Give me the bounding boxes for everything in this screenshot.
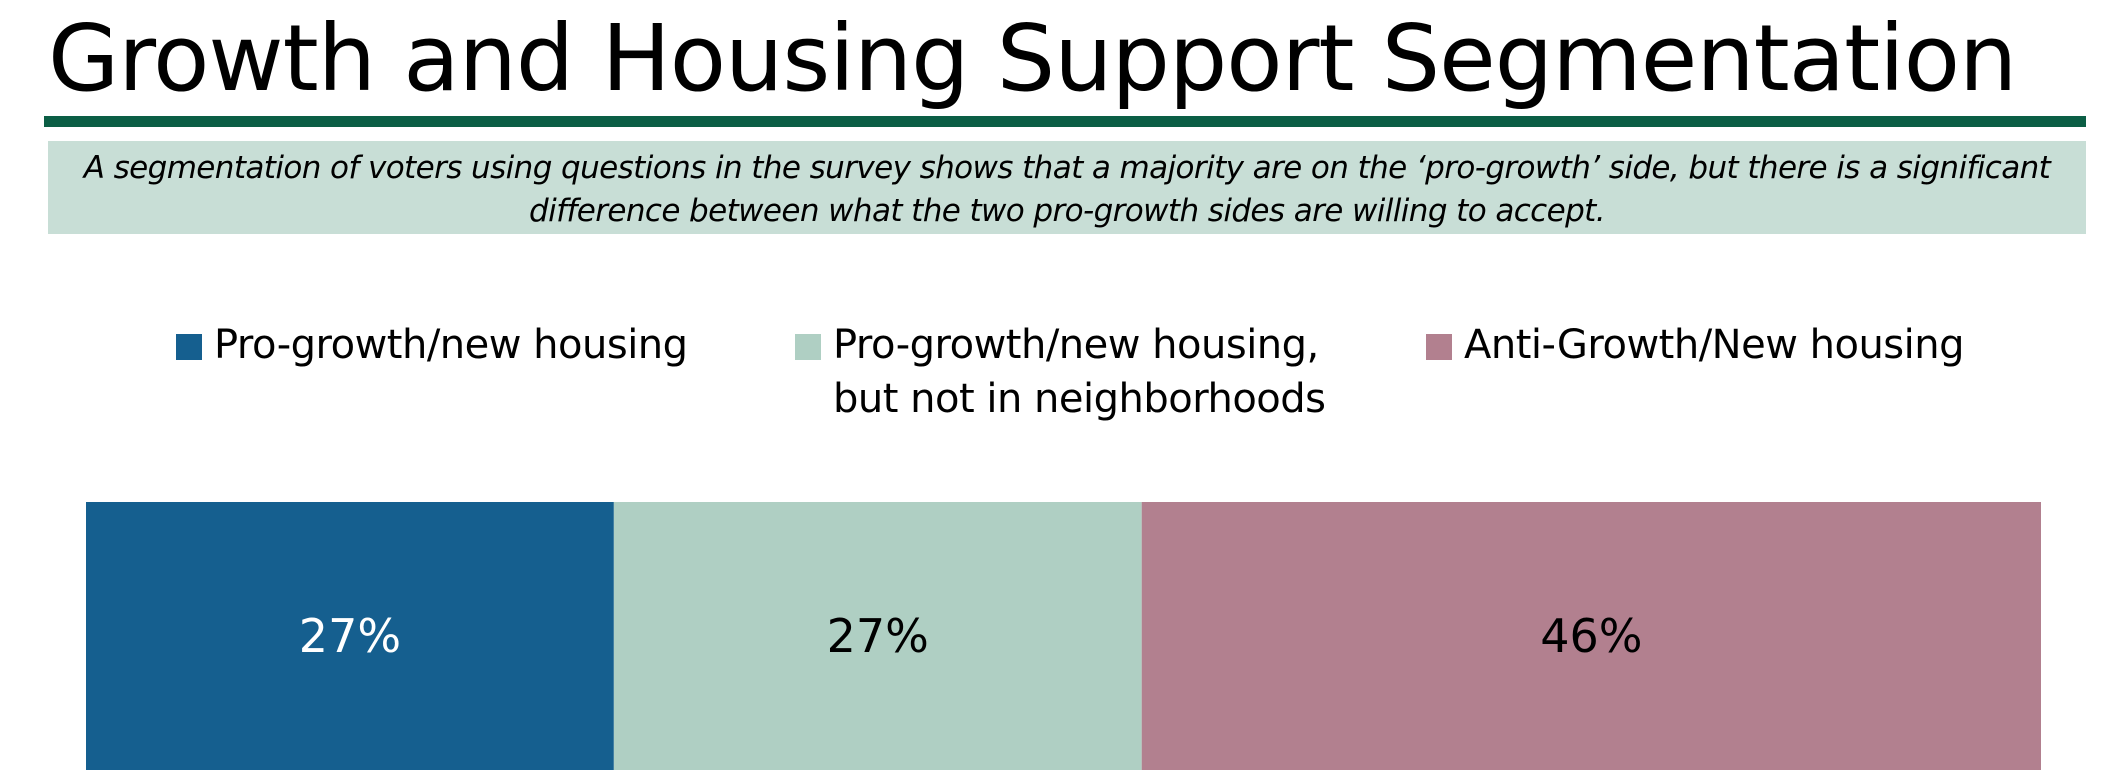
legend-label-pro-growth-not-neighborhoods: Pro-growth/new housing, but not in neigh…	[833, 322, 1326, 422]
data-label-pro-growth-not-neighborhoods: 27%	[827, 609, 929, 663]
subtitle-callout: A segmentation of voters using questions…	[48, 141, 2086, 234]
legend-swatch-pro-growth-not-neighborhoods	[795, 334, 821, 360]
legend-label-pro-growth: Pro-growth/new housing	[214, 322, 688, 368]
chart-legend: Pro-growth/new housing Pro-growth/new ho…	[0, 318, 2128, 428]
legend-label-anti-growth: Anti-Growth/New housing	[1464, 322, 1965, 368]
bar-segment-pro-growth-not-neighborhoods	[613, 502, 1142, 770]
legend-item-pro-growth: Pro-growth/new housing	[176, 318, 688, 372]
title-divider	[44, 116, 2086, 127]
data-label-anti-growth: 46%	[1540, 609, 1642, 663]
stacked-bar-svg: 27% 27% 46%	[86, 502, 2041, 770]
data-label-pro-growth: 27%	[299, 609, 401, 663]
stacked-bar-chart: 27% 27% 46%	[86, 502, 2041, 770]
bar-segment-pro-growth	[86, 502, 614, 770]
page-title: Growth and Housing Support Segmentation	[48, 5, 2017, 112]
legend-item-anti-growth: Anti-Growth/New housing	[1426, 318, 1965, 372]
legend-swatch-pro-growth	[176, 334, 202, 360]
bar-segment-anti-growth	[1141, 502, 2041, 770]
legend-swatch-anti-growth	[1426, 334, 1452, 360]
legend-item-pro-growth-not-neighborhoods: Pro-growth/new housing, but not in neigh…	[795, 318, 1326, 426]
